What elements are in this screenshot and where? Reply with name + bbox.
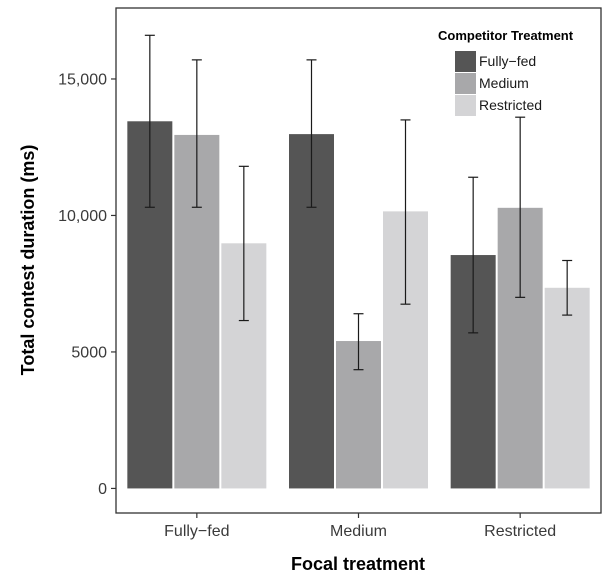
error-bar-1-1: [144, 34, 155, 208]
errorbars-layer: [144, 34, 573, 371]
y-tick-label: 15,000: [58, 71, 107, 88]
y-axis-title: Total contest duration (ms): [18, 145, 38, 376]
legend-swatch-1: [455, 51, 476, 72]
error-bar-2-1: [306, 59, 317, 208]
legend: Competitor Treatment Fully−fed Medium Rest…: [438, 28, 574, 116]
legend-title: Competitor Treatment: [438, 28, 574, 43]
legend-label-3: Restricted: [479, 97, 542, 113]
error-bar-3-1: [468, 176, 479, 334]
legend-label-1: Fully−fed: [479, 53, 536, 69]
y-tick-label: 10,000: [58, 208, 107, 225]
x-tick-label: Medium: [330, 523, 387, 540]
y-ticks: 0 5000 10,000 15,000: [58, 71, 116, 498]
error-bar-1-3: [238, 165, 249, 322]
x-tick-label: Restricted: [484, 523, 556, 540]
legend-label-2: Medium: [479, 75, 529, 91]
y-tick-label: 5000: [71, 344, 107, 361]
error-bar-1-2: [191, 59, 202, 208]
x-tick-label: Fully−fed: [164, 523, 229, 540]
y-tick-label: 0: [98, 481, 107, 498]
legend-swatch-3: [455, 95, 476, 116]
error-bar-3-2: [515, 116, 526, 298]
error-bar-2-2: [353, 313, 364, 371]
bar-3-3: [544, 287, 590, 489]
error-bar-2-3: [400, 119, 411, 305]
legend-swatch-2: [455, 73, 476, 94]
error-bar-3-3: [562, 259, 573, 316]
x-ticks: Fully−fed Medium Restricted: [164, 513, 556, 540]
x-axis-title: Focal treatment: [291, 554, 425, 574]
